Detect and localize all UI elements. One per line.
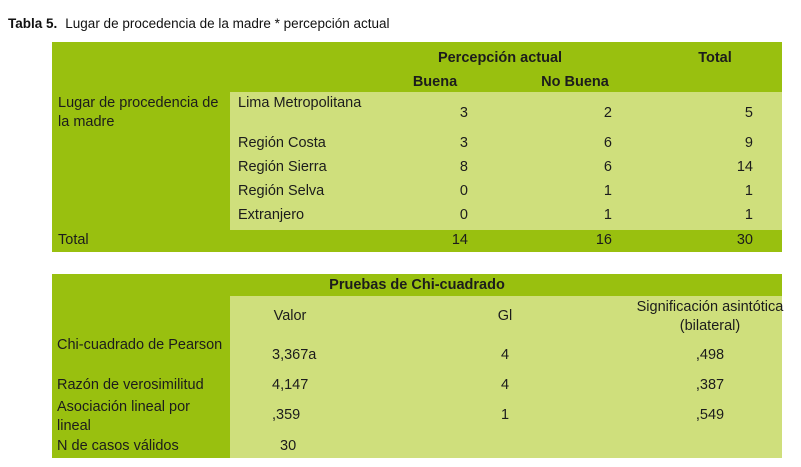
header-total: Total <box>698 50 732 66</box>
cell-buena: 8 <box>459 159 468 175</box>
chi-cell-valor: 3,367a <box>272 347 317 363</box>
cell-no-buena: 1 <box>603 183 612 199</box>
cell-no-buena: 6 <box>603 159 612 175</box>
crosstab-total-bg <box>52 230 782 252</box>
header-percepcion-actual: Percepción actual <box>437 50 563 66</box>
cell-total: 1 <box>744 183 753 199</box>
chi-cell-sig: ,498 <box>695 347 725 363</box>
chi-cell-gl: 4 <box>500 347 510 363</box>
chi-rowlabel-bg <box>52 296 230 458</box>
cell-total: 5 <box>744 105 753 121</box>
chi-cell-sig: ,549 <box>695 407 725 423</box>
cell-no-buena: 2 <box>603 105 612 121</box>
total-total: 30 <box>736 232 753 248</box>
chi-row-label: N de casos válidos <box>57 438 179 454</box>
total-no-buena: 16 <box>595 232 612 248</box>
chi-row-label: Razón de verosimilitud <box>57 377 204 393</box>
chi-cell-valor: ,359 <box>272 407 301 423</box>
row-label: Región Selva <box>238 183 325 199</box>
chi-title-bg <box>52 274 782 296</box>
cell-no-buena: 6 <box>603 135 612 151</box>
cell-no-buena: 1 <box>603 207 612 223</box>
chi-title: Pruebas de Chi-cuadrado <box>329 277 505 293</box>
chi-cell-valor: 30 <box>280 438 297 454</box>
total-buena: 14 <box>451 232 468 248</box>
cell-buena: 0 <box>459 183 468 199</box>
row-label: Lima Metropolitana <box>238 95 362 111</box>
cell-buena: 3 <box>459 135 468 151</box>
chi-row-label: Chi-cuadrado de Pearson <box>57 337 223 353</box>
header-buena: Buena <box>412 74 458 90</box>
chi-col-significacion: Significación asintótica (bilateral) <box>636 299 784 334</box>
header-no-buena: No Buena <box>541 74 609 90</box>
cell-total: 9 <box>744 135 753 151</box>
cell-buena: 0 <box>459 207 468 223</box>
crosstab-header-bg <box>52 42 782 92</box>
cell-total: 14 <box>736 159 753 175</box>
chi-cell-gl: 1 <box>500 407 510 423</box>
chi-cell-valor: 4,147 <box>272 377 309 393</box>
row-label: Región Costa <box>238 135 326 151</box>
table-caption: Tabla 5. Lugar de procedencia de la madre… <box>8 16 390 31</box>
caption-label: Tabla 5. <box>8 16 58 31</box>
chi-col-valor: Valor <box>273 308 307 324</box>
chi-row-label: Asociación lineal por lineal <box>57 399 190 434</box>
row-label: Región Sierra <box>238 159 327 175</box>
row-label: Extranjero <box>238 207 305 223</box>
row-group-label: Lugar de procedencia de la madre <box>58 95 219 130</box>
chi-cell-sig: ,387 <box>695 377 725 393</box>
crosstab-rowgroup-bg <box>52 92 230 230</box>
total-row-label: Total <box>58 232 89 248</box>
cell-buena: 3 <box>459 105 468 121</box>
cell-total: 1 <box>744 207 753 223</box>
chi-col-gl: Gl <box>497 308 513 324</box>
chi-cell-gl: 4 <box>500 377 510 393</box>
caption-text: Lugar de procedencia de la madre * perce… <box>65 16 390 31</box>
